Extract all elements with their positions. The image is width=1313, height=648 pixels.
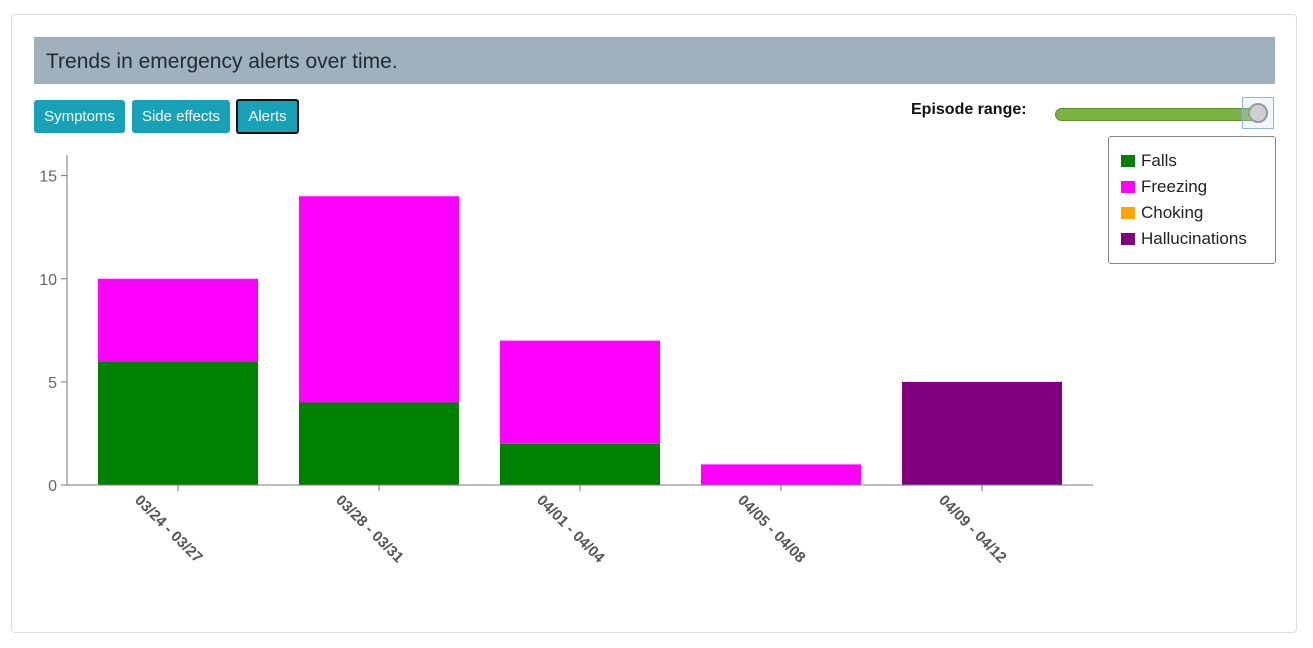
legend-label: Falls	[1141, 151, 1177, 170]
bar-freezing-0[interactable]	[98, 278, 258, 362]
legend-label: Choking	[1141, 203, 1204, 222]
legend-item-freezing: Freezing	[1121, 177, 1207, 197]
bar-falls-1[interactable]	[299, 402, 459, 486]
chart-legend: Falls Freezing Choking Hallucinations	[1108, 136, 1276, 264]
bar-freezing-1[interactable]	[299, 196, 459, 403]
alerts-button[interactable]: Alerts	[236, 99, 299, 134]
bar-hallucinations-4[interactable]	[902, 381, 1062, 485]
x-tick-label: 03/28 - 03/31	[332, 492, 407, 567]
y-tick-label: 0	[48, 478, 57, 495]
bar-falls-2[interactable]	[500, 443, 660, 485]
legend-swatch	[1121, 233, 1135, 245]
episode-range-label: Episode range:	[911, 101, 1027, 118]
slider-thumb-icon[interactable]	[1248, 103, 1268, 123]
symptoms-button[interactable]: Symptoms	[34, 100, 125, 133]
legend-swatch	[1121, 181, 1135, 193]
bar-falls-0[interactable]	[98, 361, 258, 485]
legend-swatch	[1121, 155, 1135, 167]
legend-swatch	[1121, 207, 1135, 219]
x-tick-label: 04/05 - 04/08	[734, 492, 809, 567]
legend-item-choking: Choking	[1121, 203, 1203, 223]
chart-title: Trends in emergency alerts over time.	[46, 50, 398, 73]
x-tick-label: 03/24 - 03/27	[131, 492, 206, 567]
side-effects-button[interactable]: Side effects	[132, 100, 230, 133]
y-tick-label: 15	[39, 169, 57, 186]
legend-label: Hallucinations	[1141, 229, 1247, 248]
x-tick-label: 04/09 - 04/12	[935, 492, 1010, 567]
y-tick-label: 5	[48, 375, 57, 392]
x-tick-label: 04/01 - 04/04	[533, 492, 608, 567]
legend-label: Freezing	[1141, 177, 1208, 196]
y-tick-label: 10	[39, 272, 57, 289]
legend-item-hallucinations: Hallucinations	[1121, 229, 1247, 249]
episode-range-slider-handle[interactable]	[1242, 97, 1274, 129]
chart-header: Trends in emergency alerts over time.	[34, 37, 1275, 84]
legend-item-falls: Falls	[1121, 151, 1177, 171]
bar-freezing-3[interactable]	[701, 464, 861, 485]
bar-freezing-2[interactable]	[500, 340, 660, 444]
